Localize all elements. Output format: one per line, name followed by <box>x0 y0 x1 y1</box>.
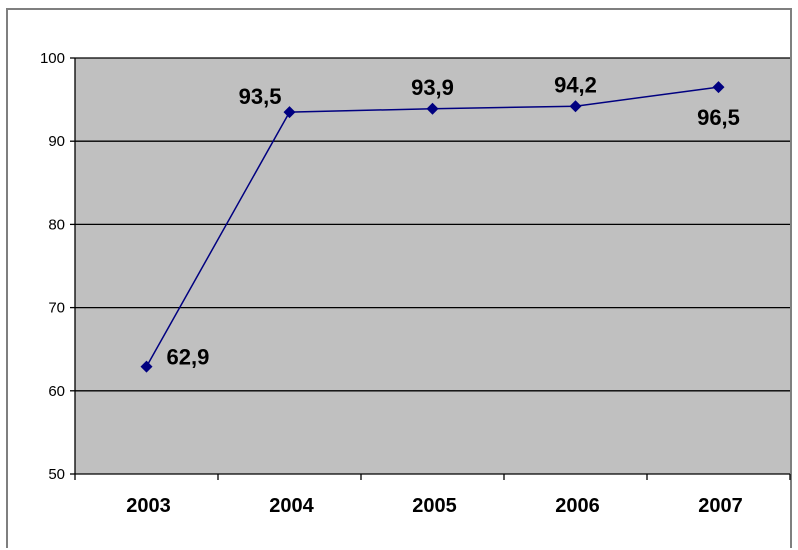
data-label-2005: 93,9 <box>411 75 454 100</box>
y-tick-label-90: 90 <box>48 133 65 150</box>
data-label-2003: 62,9 <box>167 345 210 370</box>
data-point-2006 <box>569 100 582 113</box>
data-point-2003 <box>140 360 153 373</box>
y-tick-label-70: 70 <box>48 300 65 317</box>
data-label-2006: 94,2 <box>554 72 597 97</box>
gridlines <box>75 57 790 392</box>
data-labels: 62,9 93,5 93,9 94,2 96,5 <box>167 72 740 369</box>
data-label-2007: 96,5 <box>697 105 740 130</box>
x-tick-label-2007: 2007 <box>698 495 743 517</box>
data-point-2005 <box>426 102 439 115</box>
y-tick-labels: 50 60 70 80 90 100 <box>40 50 65 483</box>
x-tick-label-2006: 2006 <box>555 495 600 517</box>
data-label-2004: 93,5 <box>239 84 282 109</box>
x-tick-label-2005: 2005 <box>412 495 457 517</box>
x-tick-label-2003: 2003 <box>126 495 171 517</box>
y-tick-label-50: 50 <box>48 466 65 483</box>
data-series <box>140 81 725 373</box>
y-tick-label-100: 100 <box>40 50 65 67</box>
x-tick-labels: 2003 2004 2005 2006 2007 <box>126 495 743 517</box>
plot-background <box>75 58 790 474</box>
y-tick-label-80: 80 <box>48 216 65 233</box>
y-tick-label-60: 60 <box>48 383 65 400</box>
axes <box>70 57 791 480</box>
data-point-2007 <box>712 81 725 94</box>
data-point-2004 <box>283 106 296 119</box>
plot-area <box>75 58 790 474</box>
x-tick-label-2004: 2004 <box>269 495 314 517</box>
